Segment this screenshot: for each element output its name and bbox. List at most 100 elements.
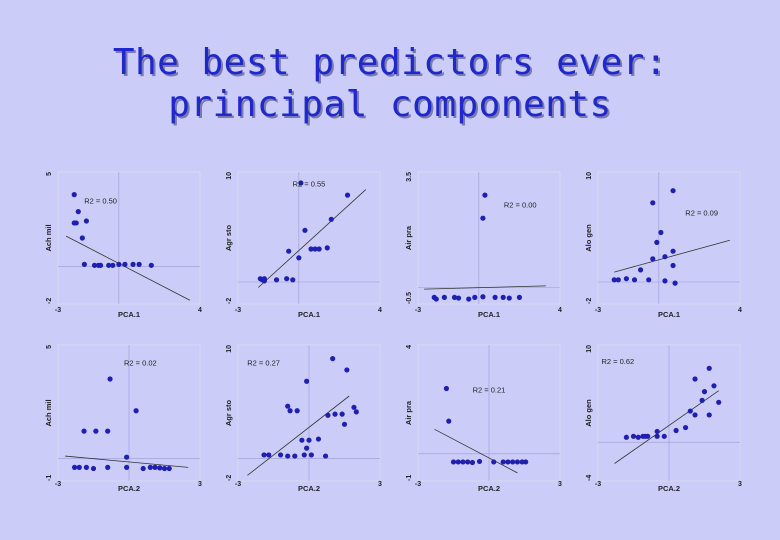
data-point xyxy=(654,428,660,435)
y-tick-label: 5 xyxy=(46,345,53,349)
data-point xyxy=(630,433,637,439)
data-point xyxy=(124,454,130,460)
x-tick-label: -3 xyxy=(415,307,421,314)
data-point xyxy=(148,262,154,268)
x-tick-label: 3 xyxy=(198,481,202,488)
x-tick-label: 3 xyxy=(558,481,562,488)
data-point xyxy=(351,404,357,410)
data-point xyxy=(480,294,486,300)
data-point xyxy=(443,385,449,392)
data-point xyxy=(492,294,498,300)
y-tick-label: -0.5 xyxy=(406,292,413,304)
scatter-plot: R2 = 0.00 -3 4 PCA.1 -0.5 3.5 Air pra xyxy=(404,171,562,319)
data-point xyxy=(105,428,111,434)
x-tick-label: 4 xyxy=(198,307,202,314)
data-point xyxy=(76,464,82,470)
data-point xyxy=(161,465,168,472)
y-axis-label: Agr sto xyxy=(224,399,233,426)
x-axis-label: PCA.2 xyxy=(658,484,680,493)
data-point xyxy=(631,277,638,283)
data-point xyxy=(491,459,497,465)
data-point xyxy=(341,421,348,427)
data-point xyxy=(306,437,312,443)
r2-annotation: R2 = 0.55 xyxy=(293,180,326,189)
data-point xyxy=(106,262,112,268)
data-point xyxy=(312,246,318,252)
y-axis-label: Agr sto xyxy=(224,224,233,251)
data-point xyxy=(157,465,163,471)
slide-title-line-2: principal components xyxy=(168,84,612,125)
data-point xyxy=(266,452,272,458)
x-axis-label: PCA.2 xyxy=(298,484,320,493)
data-point xyxy=(692,412,698,418)
data-point xyxy=(670,262,676,269)
x-axis-label: PCA.2 xyxy=(118,484,140,493)
y-tick-label: -2 xyxy=(226,475,233,481)
data-point xyxy=(83,218,89,224)
r2-annotation: R2 = 0.50 xyxy=(84,197,117,206)
data-point xyxy=(292,453,298,459)
y-tick-label: 10 xyxy=(226,172,233,180)
data-point xyxy=(670,188,676,194)
data-point xyxy=(261,278,267,284)
data-point xyxy=(472,294,478,300)
y-tick-label: 4 xyxy=(406,345,413,349)
regression-line xyxy=(434,428,518,474)
regression-line xyxy=(65,235,191,301)
data-point xyxy=(325,412,331,418)
data-point xyxy=(75,209,81,215)
data-point xyxy=(122,261,128,267)
data-point xyxy=(339,411,345,417)
data-point xyxy=(286,248,292,254)
data-point xyxy=(324,245,330,251)
data-point xyxy=(124,464,130,470)
plot-frame xyxy=(57,171,201,305)
data-point xyxy=(611,277,617,283)
data-point xyxy=(658,229,664,236)
data-point xyxy=(482,192,488,198)
data-point xyxy=(308,246,314,252)
data-point xyxy=(298,180,304,186)
regression-line xyxy=(65,455,189,468)
data-point xyxy=(523,459,529,465)
data-point xyxy=(287,408,293,414)
data-point xyxy=(476,458,483,465)
scatter-plot: R2 = 0.02 -3 3 PCA.2 -1 5 Ach mil xyxy=(44,344,202,493)
data-point xyxy=(646,277,652,283)
data-point xyxy=(460,459,466,465)
data-point xyxy=(480,215,486,221)
data-point xyxy=(107,376,113,382)
y-axis-label: Alo gen xyxy=(584,399,593,427)
data-point xyxy=(505,459,511,465)
y-tick-label: -1 xyxy=(46,475,53,481)
data-point xyxy=(344,367,350,373)
x-axis-label: PCA.1 xyxy=(118,310,140,319)
data-point xyxy=(301,452,307,458)
data-point xyxy=(455,295,462,301)
data-point xyxy=(110,262,116,268)
data-point xyxy=(316,246,322,252)
data-point xyxy=(687,408,693,414)
x-tick-label: -3 xyxy=(235,481,241,488)
data-point xyxy=(330,356,336,362)
data-point xyxy=(615,277,621,283)
data-point xyxy=(71,192,77,198)
data-point xyxy=(133,408,139,414)
x-tick-label: 3 xyxy=(378,481,382,488)
x-axis-label: PCA.1 xyxy=(478,310,500,319)
y-tick-label: 5 xyxy=(46,172,53,176)
data-point xyxy=(130,261,136,267)
x-tick-label: -3 xyxy=(55,307,61,314)
data-point xyxy=(332,411,338,417)
data-point xyxy=(670,248,676,254)
data-point xyxy=(290,277,296,283)
y-axis-label: Air pra xyxy=(404,225,413,250)
y-axis-label: Ach mil xyxy=(44,399,53,426)
data-point xyxy=(441,294,447,300)
data-point xyxy=(455,459,461,465)
plot-frame xyxy=(237,171,381,305)
data-point xyxy=(635,434,641,440)
y-tick-label: 10 xyxy=(586,172,593,180)
r2-annotation: R2 = 0.21 xyxy=(473,386,506,395)
data-point xyxy=(322,453,329,459)
